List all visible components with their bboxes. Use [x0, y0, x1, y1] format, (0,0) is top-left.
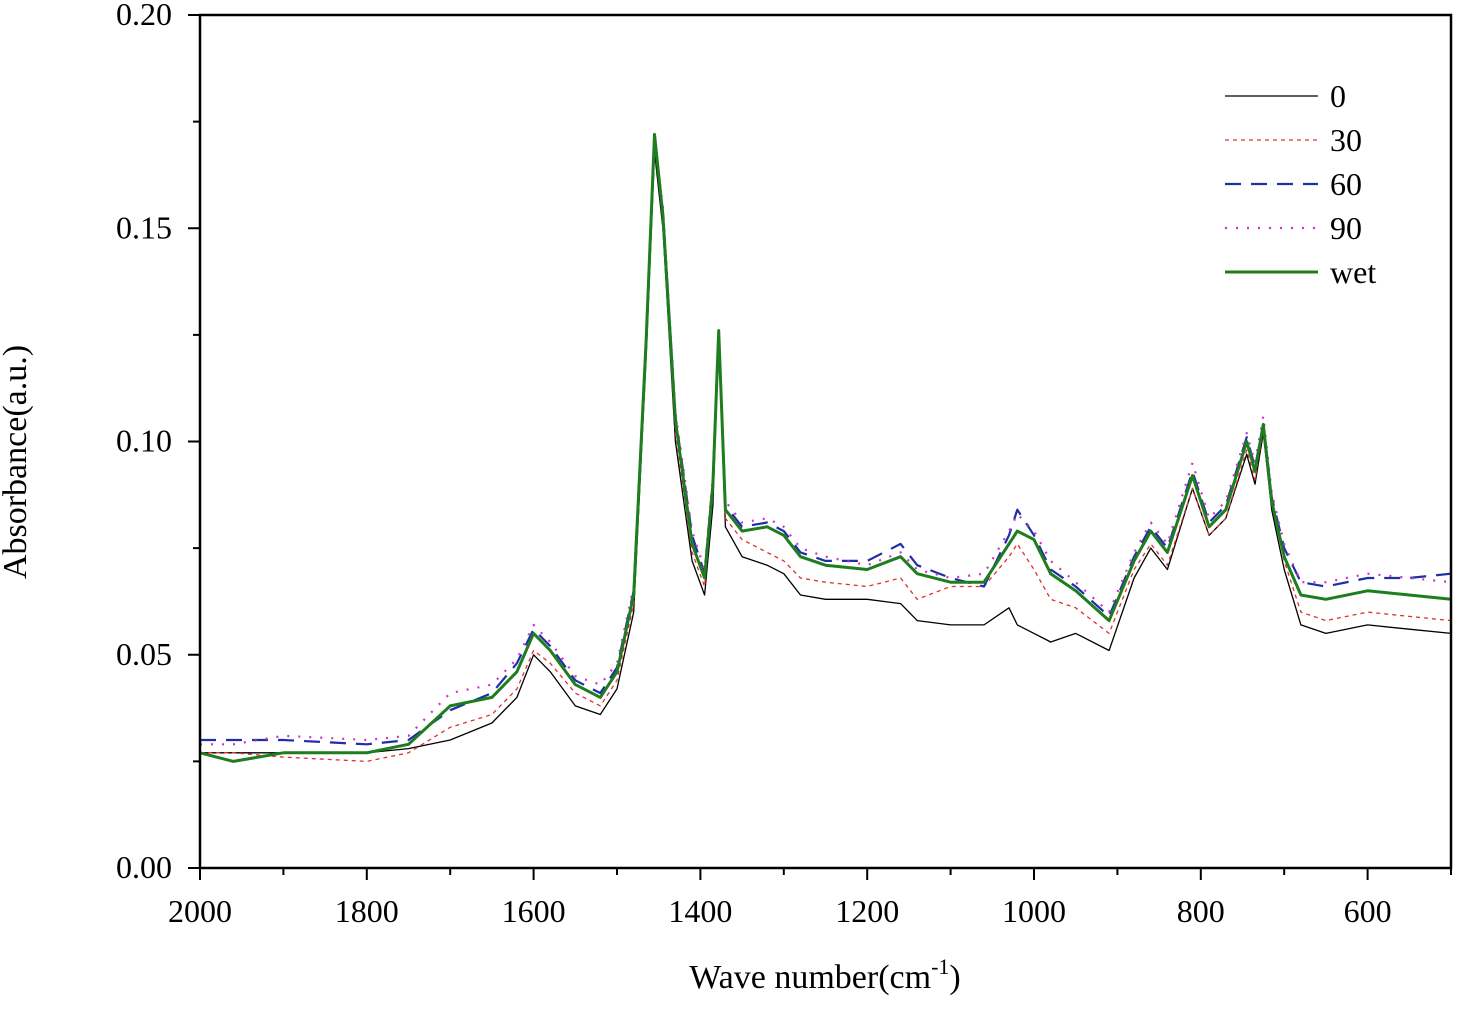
series-line-wet	[199, 132, 1452, 763]
x-tick-label: 1600	[502, 893, 566, 929]
series-line-30	[200, 146, 1452, 763]
plot-frame	[198, 13, 1453, 870]
y-axis: 0.00 0.05 0.10 0.15 0.20	[116, 0, 200, 885]
series-line-90	[200, 137, 1452, 746]
x-tick-label: 1400	[668, 893, 732, 929]
x-tick-label: 1200	[835, 893, 899, 929]
y-axis-title: Absorbance(a.u.)	[0, 345, 34, 579]
plot-lines	[199, 132, 1452, 763]
x-tick-label: 1000	[1002, 893, 1066, 929]
legend-label-wet: wet	[1330, 254, 1376, 290]
series-line-0	[200, 150, 1452, 754]
y-tick-label: 0.00	[116, 849, 172, 885]
x-axis: 2000 1800 1600 1400 1200 1000 800 600	[168, 868, 1452, 929]
y-tick-label: 0.20	[116, 0, 172, 32]
y-tick-label: 0.05	[116, 636, 172, 672]
x-tick-label: 1800	[335, 893, 399, 929]
x-tick-label: 2000	[168, 893, 232, 929]
legend: 0 30 60 90 wet	[1225, 78, 1376, 290]
legend-label-30: 30	[1330, 122, 1362, 158]
x-tick-label: 800	[1177, 893, 1225, 929]
x-tick-label: 600	[1344, 893, 1392, 929]
series-line-60	[200, 141, 1452, 746]
legend-label-90: 90	[1330, 210, 1362, 246]
y-tick-label: 0.10	[116, 423, 172, 459]
legend-label-60: 60	[1330, 166, 1362, 202]
x-axis-title: Wave number(cm-1)	[689, 954, 960, 996]
y-tick-label: 0.15	[116, 209, 172, 245]
legend-label-0: 0	[1330, 78, 1346, 114]
